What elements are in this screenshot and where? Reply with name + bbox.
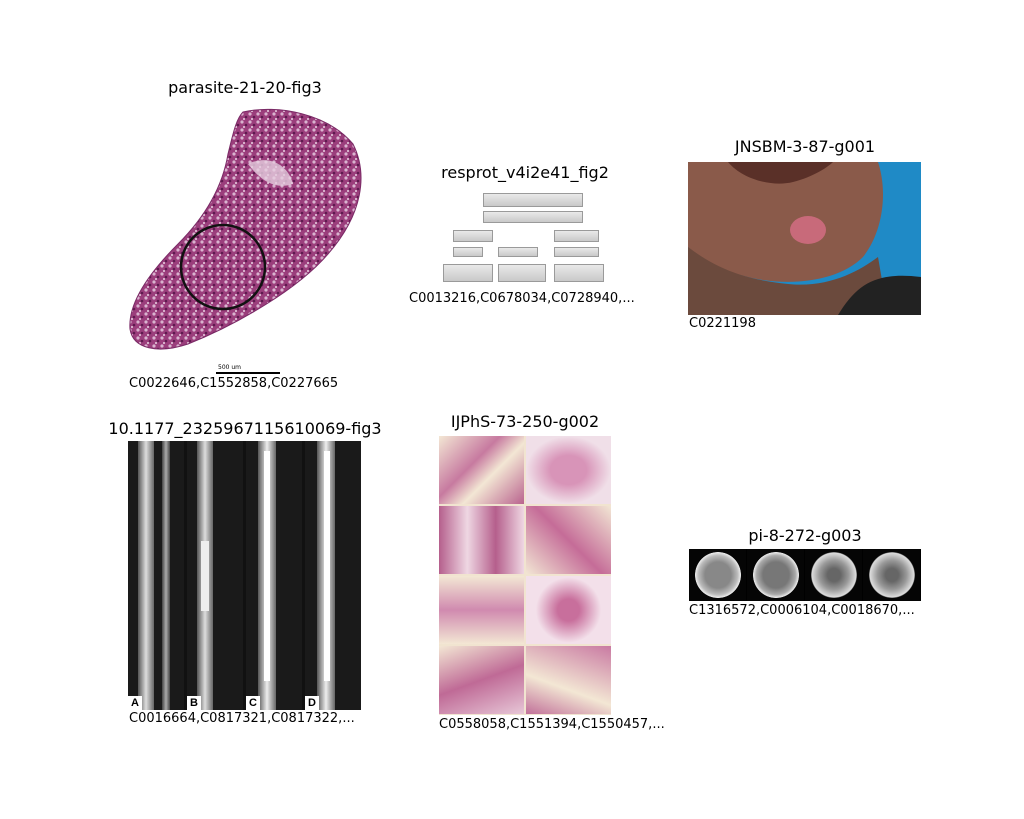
figure-title: pi-8-272-g003 <box>748 526 862 545</box>
panel-label: C <box>246 696 260 710</box>
histology-kidney-image <box>128 104 364 360</box>
figure-title: resprot_v4i2e41_fig2 <box>441 163 609 182</box>
panel-label: B <box>187 696 201 710</box>
panel-label: D <box>305 696 319 710</box>
figure-title: 10.1177_2325967115610069-fig3 <box>108 419 382 438</box>
clinical-photo-image <box>688 162 921 315</box>
figure-title: parasite-21-20-fig3 <box>168 78 322 97</box>
concept-codes: C1316572,C0006104,C0018670,... <box>689 603 915 618</box>
scale-bar-label: 500 um <box>218 364 242 371</box>
brain-ct-image <box>689 549 921 601</box>
concept-codes: C0558058,C1551394,C1550457,... <box>439 717 665 732</box>
figure-title: IJPhS-73-250-g002 <box>450 412 600 431</box>
concept-codes: C0013216,C0678034,C0728940,... <box>409 291 635 306</box>
concept-codes: C0221198 <box>689 316 756 331</box>
flowchart-image <box>438 186 618 286</box>
concept-codes: C0022646,C1552858,C0227665 <box>129 376 339 391</box>
xray-panel-image: A B C D <box>128 441 361 710</box>
histology-grid-image <box>439 436 611 715</box>
panel-label: A <box>128 696 142 710</box>
figure-title: JNSBM-3-87-g001 <box>734 137 876 156</box>
concept-codes: C0016664,C0817321,C0817322,... <box>129 711 355 726</box>
scale-bar <box>216 372 280 374</box>
